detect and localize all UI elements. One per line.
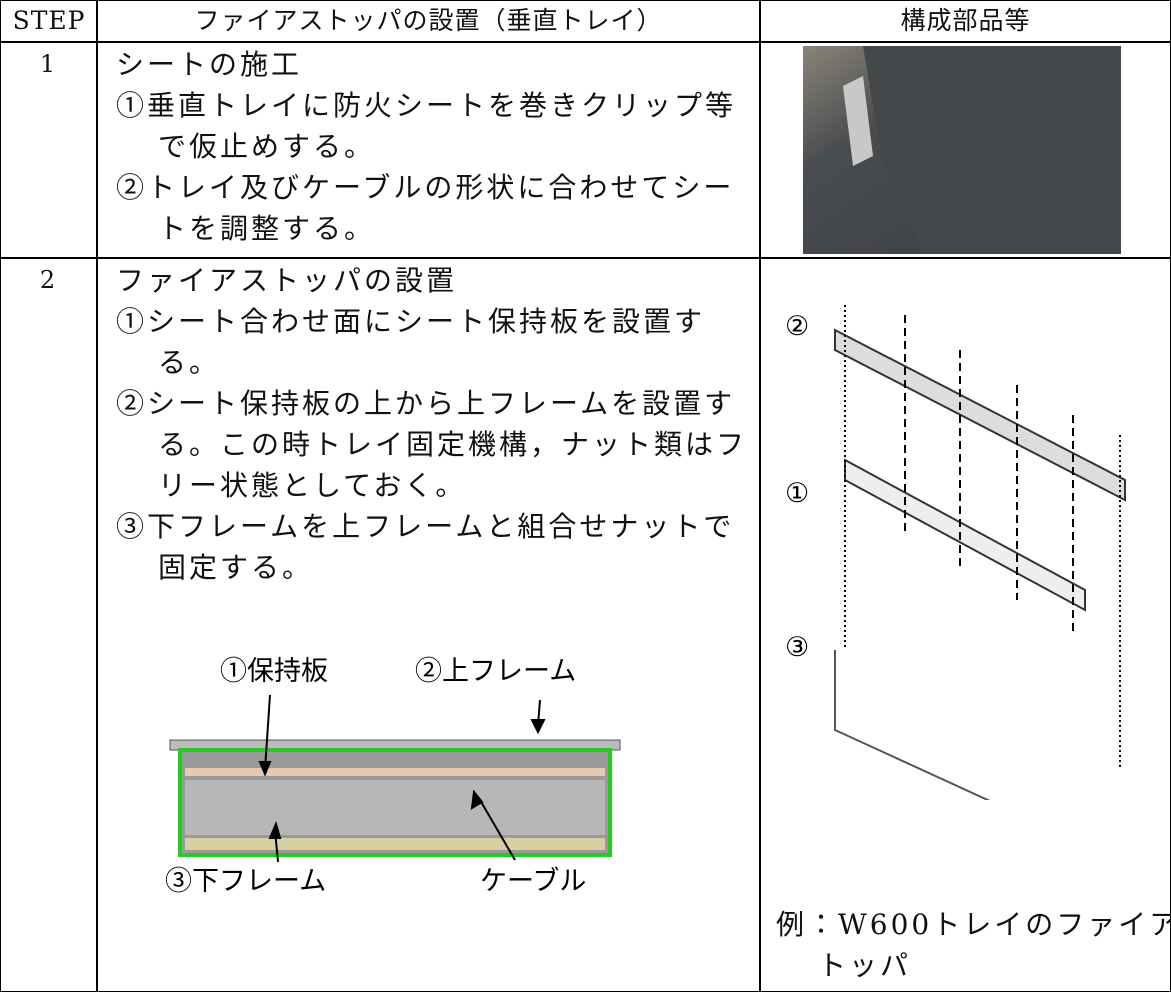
diagram-label: ③下フレーム — [165, 866, 326, 897]
figure-label: ② — [785, 311, 809, 342]
step-number: 1 — [39, 50, 59, 78]
cell — [0, 41, 98, 259]
cell — [96, 41, 761, 259]
step-number: 2 — [39, 266, 59, 294]
cell — [0, 0, 98, 43]
cross-section-diagram: ①保持板 ②上フレーム ③下フレーム ケーブル — [165, 656, 621, 897]
figure-caption: 例：W600トレイのファイアストッパ — [776, 908, 1171, 982]
cell — [0, 257, 98, 992]
figure-label: ③ — [785, 632, 809, 663]
step-text: シートの施工 ①垂直トレイに防火シートを巻きクリップ等で仮止めする。 ②トレイ及… — [116, 44, 756, 249]
header-procedure: ファイアストッパの設置（垂直トレイ） — [194, 6, 663, 35]
step-item: ②トレイ及びケーブルの形状に合わせてシートを調整する。 — [116, 171, 735, 245]
step-heading: ファイアストッパの設置 — [116, 264, 458, 297]
exploded-figure: ② ① ③ — [785, 305, 1126, 800]
step-item: ③下フレームを上フレームと組合せナットで固定する。 — [116, 510, 735, 584]
header-step: STEP — [12, 6, 86, 35]
step-item: ①垂直トレイに防火シートを巻きクリップ等で仮止めする。 — [116, 89, 737, 163]
cell — [96, 0, 761, 43]
step-item: ②シート保持板の上から上フレームを設置する。この時トレイ固定機構，ナット類はフリ… — [116, 387, 748, 502]
step-heading: シートの施工 — [116, 48, 303, 81]
step-text: ファイアストッパの設置 ①シート合わせ面にシート保持板を設置する。 ②シート保持… — [116, 260, 756, 588]
step-item: ①シート合わせ面にシート保持板を設置する。 — [116, 305, 706, 379]
diagram-label: ①保持板 — [220, 656, 328, 687]
diagram-label: ケーブル — [480, 866, 586, 897]
header-parts: 構成部品等 — [900, 6, 1031, 35]
diagram-label: ②上フレーム — [415, 656, 576, 687]
figure-label: ① — [785, 478, 809, 509]
photo — [803, 46, 1121, 254]
